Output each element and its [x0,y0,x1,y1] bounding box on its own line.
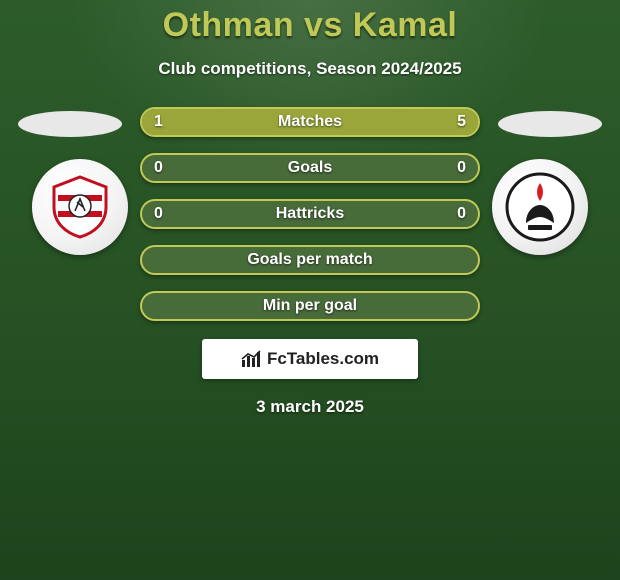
stat-bar: Hattricks0 0 [140,199,480,229]
stat-bar-value-left: 0 [154,155,163,181]
stat-bars: Matches15Goals00Hattricks00Goals per mat… [140,107,480,321]
stat-bar-value-left: 0 [154,201,163,227]
player-right-name-pill [498,111,602,137]
stat-bar: Min per goal [140,291,480,321]
comparison-chart: Matches15Goals00Hattricks00Goals per mat… [10,107,610,321]
stat-bar-label: Goals per match [142,247,478,273]
zamalek-badge-icon [44,171,116,243]
stat-bar: Goals0 0 [140,153,480,183]
stat-bar-label: Goals [142,155,478,181]
enppi-badge-icon [504,171,576,243]
stat-bar-value-right: 0 [457,155,466,181]
stat-bar: Matches1 5 [140,107,480,137]
stat-bar: Goals per match [140,245,480,275]
snapshot-date: 3 march 2025 [0,397,620,417]
player-left-name-pill [18,111,122,137]
stat-bar-label: Matches [142,109,478,135]
player-right-club-badge [492,159,588,255]
comparison-subtitle: Club competitions, Season 2024/2025 [0,59,620,79]
stat-bar-value-left: 1 [154,109,163,135]
stat-bar-value-right: 5 [457,109,466,135]
stat-bar-label: Hattricks [142,201,478,227]
player-left-club-badge [32,159,128,255]
comparison-title: Othman vs Kamal [0,0,620,45]
watermark-text: FcTables.com [267,349,379,369]
stat-bar-label: Min per goal [142,293,478,319]
watermark: FcTables.com [202,339,418,379]
chart-icon [241,350,263,368]
stat-bar-value-right: 0 [457,201,466,227]
